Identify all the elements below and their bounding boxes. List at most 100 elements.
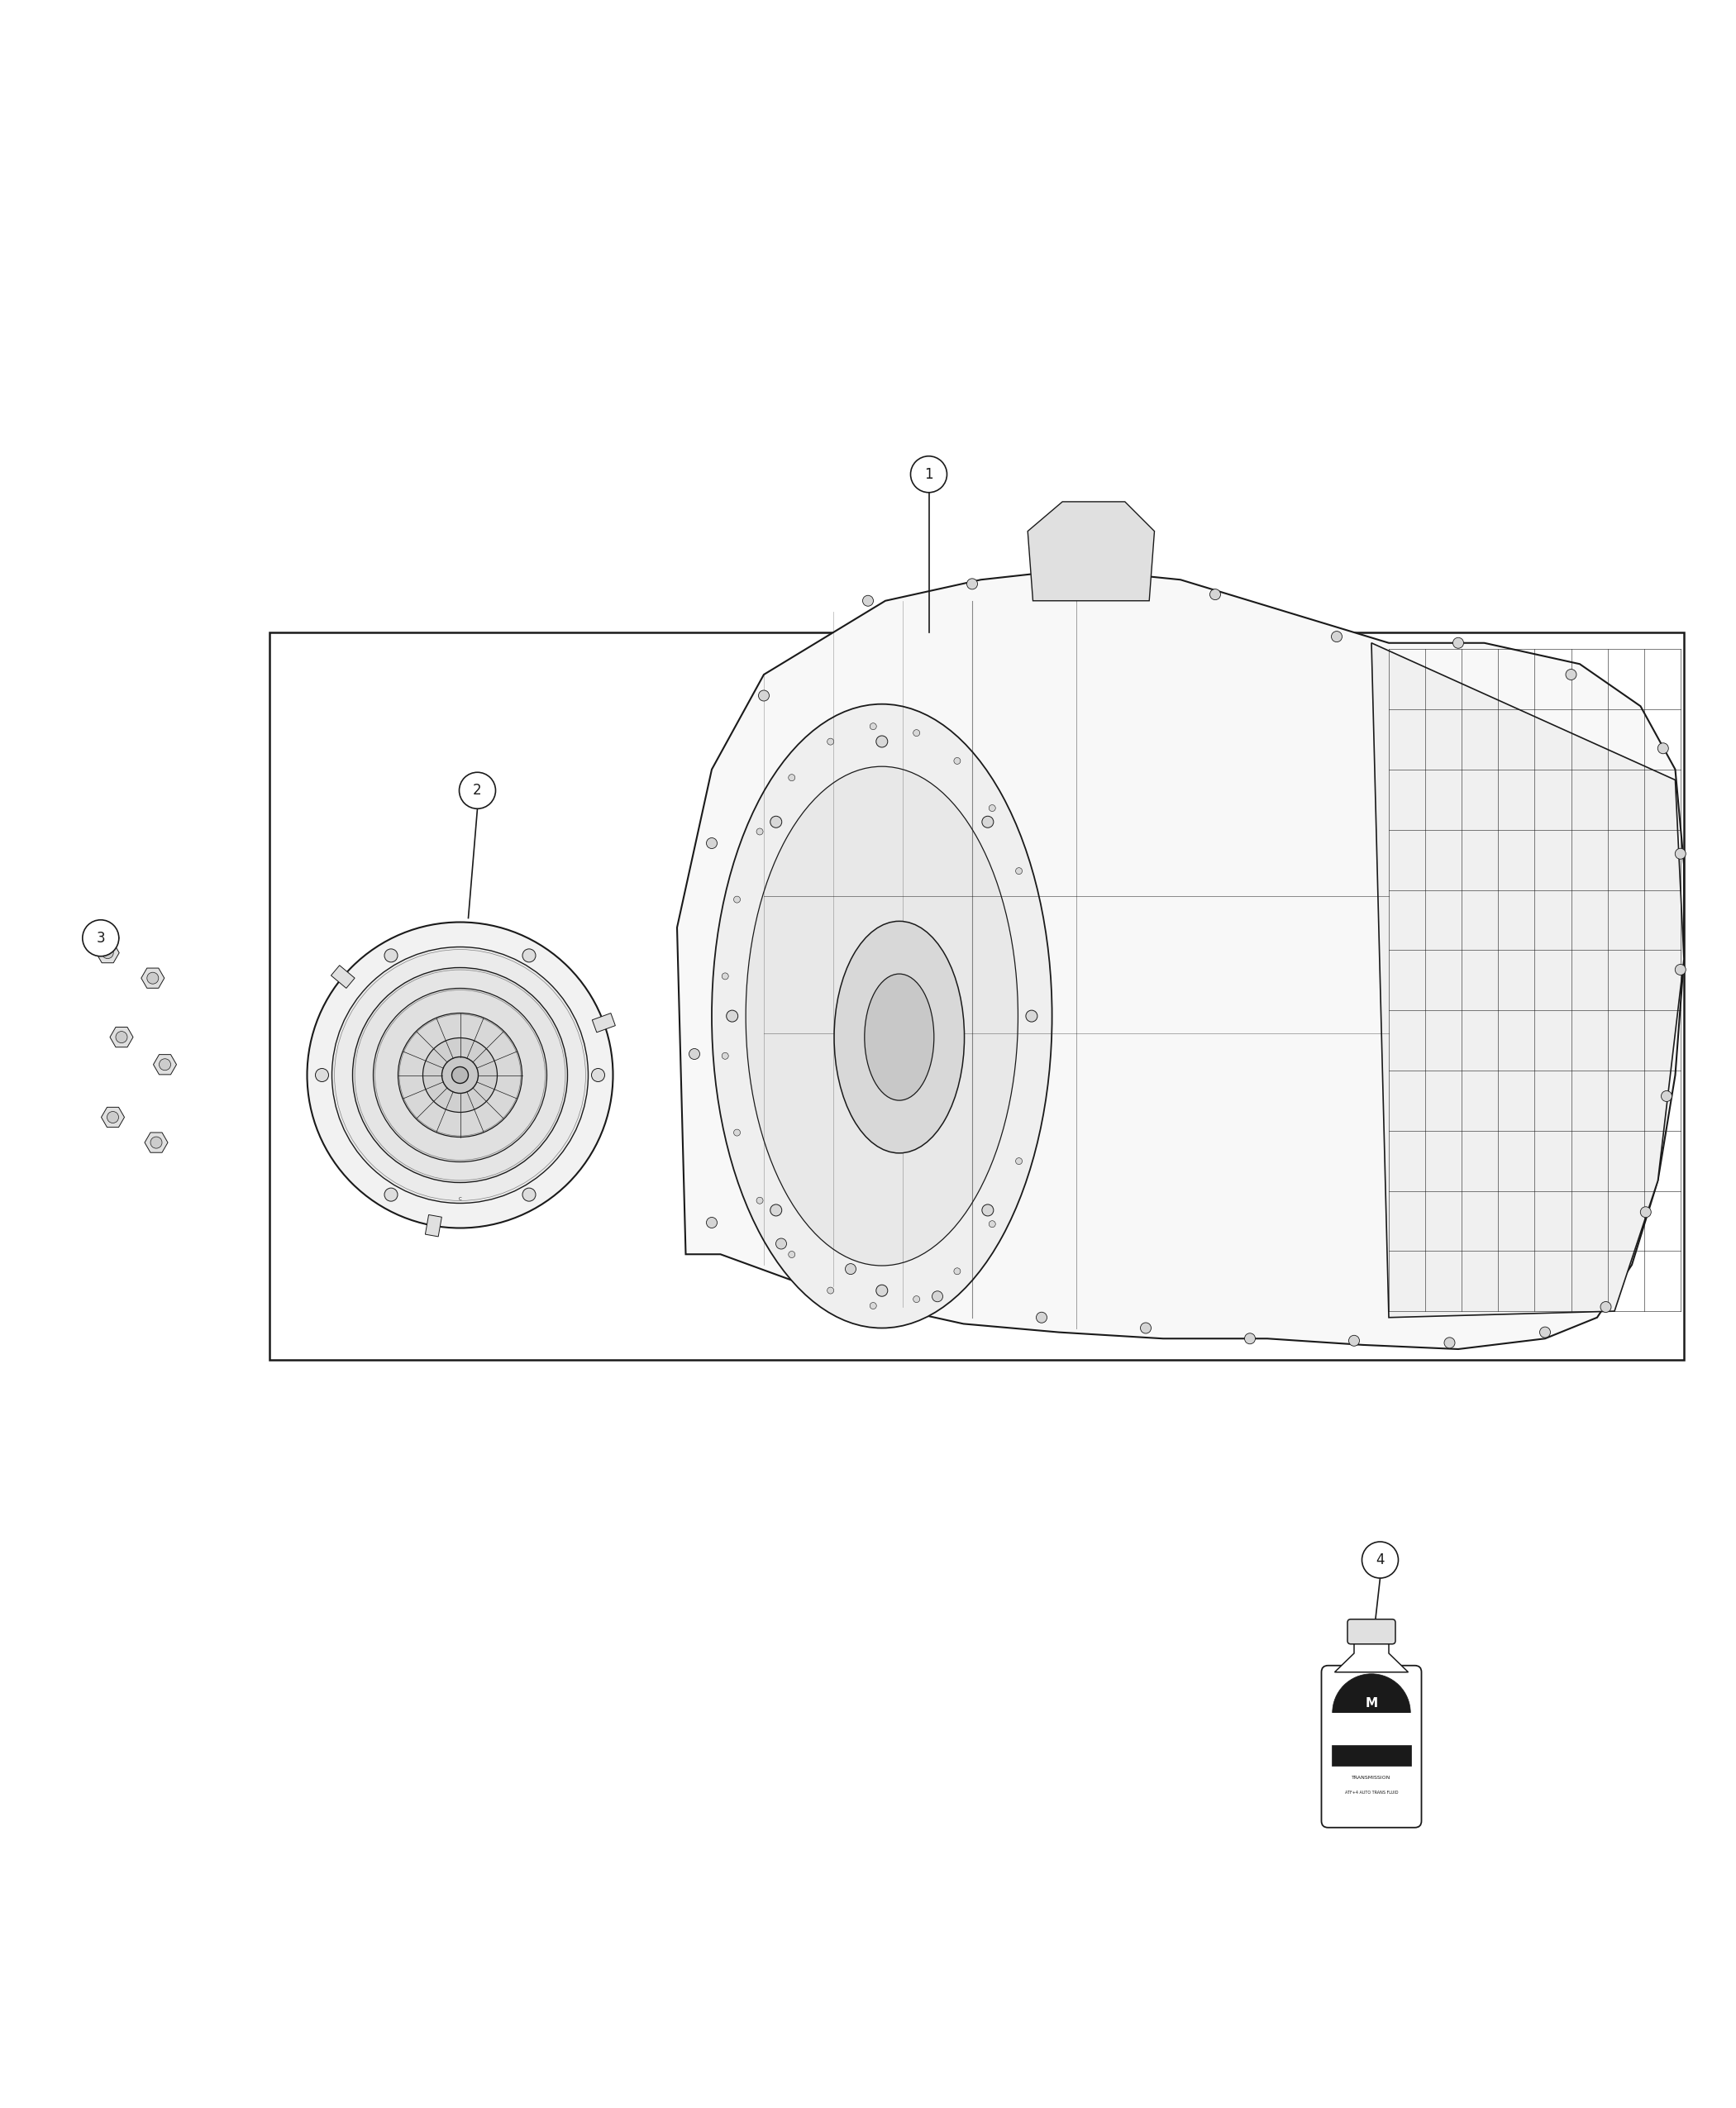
Circle shape	[953, 757, 960, 765]
Polygon shape	[1028, 502, 1154, 601]
Text: M: M	[1364, 1697, 1378, 1710]
Circle shape	[1641, 1206, 1651, 1218]
Text: TRANSMISSION: TRANSMISSION	[1352, 1775, 1391, 1779]
Ellipse shape	[865, 974, 934, 1100]
Circle shape	[1363, 1541, 1397, 1579]
FancyBboxPatch shape	[1347, 1619, 1396, 1644]
Circle shape	[953, 1267, 960, 1275]
Circle shape	[913, 1296, 920, 1303]
Circle shape	[877, 736, 887, 748]
Circle shape	[757, 828, 764, 835]
Circle shape	[757, 1197, 764, 1204]
Circle shape	[1658, 742, 1668, 755]
Circle shape	[877, 1284, 887, 1296]
Circle shape	[771, 1204, 781, 1216]
Circle shape	[828, 1288, 833, 1294]
Circle shape	[1026, 1010, 1038, 1022]
Circle shape	[1016, 868, 1023, 875]
Circle shape	[592, 1069, 604, 1081]
Polygon shape	[1335, 1640, 1408, 1672]
Circle shape	[352, 968, 568, 1183]
Circle shape	[1675, 847, 1686, 860]
Circle shape	[384, 1189, 398, 1202]
Text: 3: 3	[95, 930, 106, 946]
Wedge shape	[1333, 1674, 1410, 1714]
Circle shape	[759, 689, 769, 702]
Circle shape	[990, 805, 995, 812]
Circle shape	[911, 455, 946, 493]
Circle shape	[1453, 637, 1463, 649]
Circle shape	[460, 772, 495, 809]
Ellipse shape	[712, 704, 1052, 1328]
Circle shape	[1036, 1311, 1047, 1324]
Circle shape	[734, 1130, 740, 1136]
Circle shape	[990, 1221, 995, 1227]
Circle shape	[1349, 1334, 1359, 1347]
Polygon shape	[677, 569, 1684, 1349]
Polygon shape	[95, 942, 120, 963]
Circle shape	[870, 1303, 877, 1309]
Circle shape	[1332, 630, 1342, 643]
Circle shape	[726, 1010, 738, 1022]
Circle shape	[771, 816, 781, 828]
Text: 2: 2	[472, 782, 483, 799]
Circle shape	[1566, 668, 1576, 681]
Circle shape	[707, 837, 717, 850]
Ellipse shape	[746, 767, 1017, 1265]
Circle shape	[707, 1216, 717, 1229]
FancyBboxPatch shape	[1321, 1665, 1422, 1828]
Circle shape	[1210, 588, 1220, 601]
Circle shape	[967, 578, 977, 590]
Bar	[1332, 1745, 1411, 1767]
Polygon shape	[141, 968, 165, 989]
Circle shape	[1088, 567, 1099, 580]
Circle shape	[1661, 1090, 1672, 1102]
Circle shape	[1540, 1326, 1550, 1339]
Circle shape	[523, 949, 536, 961]
Circle shape	[913, 729, 920, 736]
Circle shape	[983, 816, 993, 828]
Circle shape	[788, 1252, 795, 1258]
Circle shape	[828, 738, 833, 744]
Polygon shape	[153, 1054, 177, 1075]
Circle shape	[83, 919, 118, 957]
Circle shape	[160, 1058, 170, 1071]
Circle shape	[451, 1067, 469, 1084]
Circle shape	[316, 1069, 328, 1081]
Circle shape	[108, 1111, 118, 1124]
Circle shape	[398, 1014, 523, 1136]
Bar	[425, 1214, 441, 1237]
Circle shape	[776, 1237, 786, 1250]
Text: MOPAR: MOPAR	[1361, 1716, 1382, 1722]
Circle shape	[863, 594, 873, 607]
Polygon shape	[1371, 643, 1684, 1318]
Circle shape	[1601, 1301, 1611, 1313]
Circle shape	[102, 946, 113, 959]
Circle shape	[373, 989, 547, 1162]
Circle shape	[1016, 1157, 1023, 1164]
Circle shape	[523, 1189, 536, 1202]
Bar	[592, 1014, 615, 1033]
Text: 1: 1	[924, 466, 934, 483]
Circle shape	[1245, 1332, 1255, 1345]
Text: 4: 4	[1375, 1551, 1385, 1568]
Circle shape	[722, 1052, 729, 1058]
Circle shape	[689, 1048, 700, 1060]
Circle shape	[734, 896, 740, 902]
Circle shape	[788, 774, 795, 780]
Bar	[332, 965, 354, 989]
Circle shape	[1141, 1322, 1151, 1334]
Circle shape	[116, 1031, 127, 1043]
Circle shape	[1675, 963, 1686, 976]
Circle shape	[870, 723, 877, 729]
Circle shape	[307, 921, 613, 1229]
Polygon shape	[144, 1132, 168, 1153]
Bar	[269, 632, 1684, 1360]
Circle shape	[148, 972, 158, 984]
Polygon shape	[101, 1107, 125, 1128]
Circle shape	[443, 1056, 477, 1094]
Circle shape	[932, 1290, 943, 1303]
Circle shape	[983, 1204, 993, 1216]
Circle shape	[384, 949, 398, 961]
Circle shape	[845, 1263, 856, 1275]
